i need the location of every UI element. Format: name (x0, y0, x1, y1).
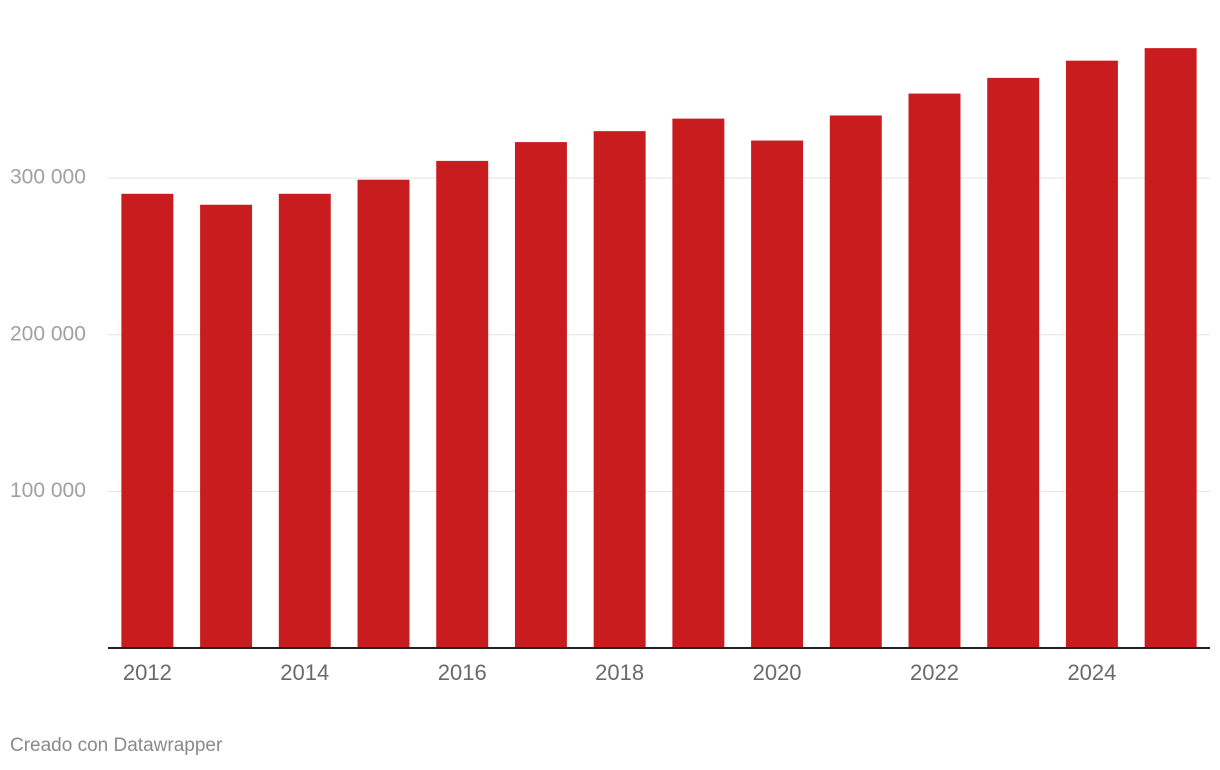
bar (751, 140, 804, 648)
bar (593, 131, 646, 649)
y-tick-label: 200 000 (10, 322, 86, 345)
bar (1065, 60, 1118, 648)
bar (908, 93, 961, 649)
bar (672, 118, 725, 649)
bar (200, 204, 253, 648)
bar (1144, 48, 1197, 649)
bar (121, 193, 174, 648)
x-tick-label: 2024 (1067, 660, 1116, 685)
bar (278, 193, 331, 648)
x-tick-label: 2012 (123, 660, 172, 685)
x-tick-label: 2016 (438, 660, 487, 685)
bar (829, 115, 882, 648)
bar (514, 142, 567, 648)
bar (987, 77, 1040, 648)
bar (357, 179, 410, 648)
x-tick-label: 2014 (280, 660, 329, 685)
x-tick-label: 2018 (595, 660, 644, 685)
y-tick-label: 100 000 (10, 479, 86, 502)
y-tick-label: 300 000 (10, 166, 86, 189)
footer: Creado con Datawrapper (10, 735, 223, 756)
bar (436, 160, 489, 648)
x-tick-label: 2020 (753, 660, 802, 685)
x-tick-label: 2022 (910, 660, 959, 685)
